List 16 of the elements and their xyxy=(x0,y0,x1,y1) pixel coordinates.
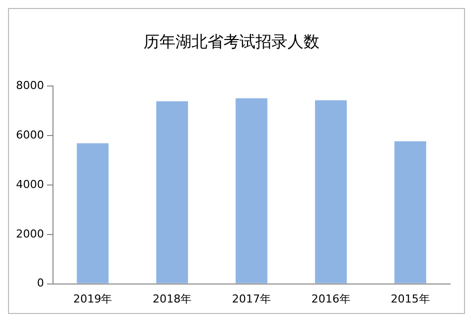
x-tick-label: 2015年 xyxy=(390,292,430,306)
x-tick-label: 2018年 xyxy=(152,292,192,306)
y-tick-label: 0 xyxy=(36,276,44,290)
y-tick-label: 8000 xyxy=(16,79,44,92)
bar xyxy=(315,100,347,284)
x-tick-label: 2016年 xyxy=(311,292,350,306)
y-tick-label: 2000 xyxy=(16,227,44,240)
bar xyxy=(394,141,426,284)
y-tick-label: 6000 xyxy=(16,128,44,142)
y-tick-label: 4000 xyxy=(16,178,44,191)
chart-title: 历年湖北省考试招录人数 xyxy=(144,32,320,51)
x-tick-label: 2017年 xyxy=(232,292,271,306)
bar xyxy=(76,143,109,284)
bar xyxy=(236,98,268,284)
x-tick-label: 2019年 xyxy=(73,292,112,306)
bar xyxy=(156,101,188,284)
